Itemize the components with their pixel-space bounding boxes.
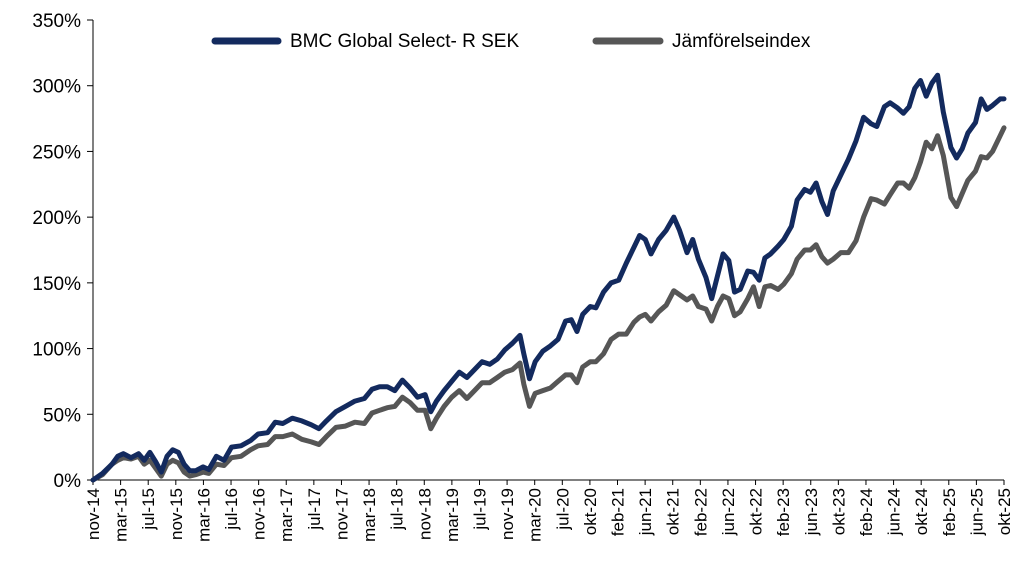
x-tick-label: feb-21 — [609, 488, 628, 536]
x-tick-label: okt-20 — [581, 488, 600, 535]
legend: BMC Global Select- R SEK Jämförelseindex — [211, 31, 811, 52]
x-tick-label: mar-18 — [360, 488, 379, 542]
y-tick-label: 200% — [32, 208, 81, 229]
y-tick-label: 50% — [43, 405, 81, 426]
x-tick-label: jun-23 — [802, 488, 821, 536]
y-tick-label: 150% — [32, 274, 81, 295]
x-tick-label: mar-20 — [526, 488, 545, 542]
x-tick-label: nov-18 — [415, 488, 434, 540]
x-axis: nov-14 mar-15 jul-15 nov-15 mar-16 jul-16 nov-… — [84, 479, 1014, 542]
x-tick-label: mar-16 — [194, 488, 213, 542]
series-line-index — [90, 125, 1007, 483]
y-tick-label: 0% — [54, 471, 82, 492]
x-tick-label: jul-17 — [305, 488, 324, 531]
x-tick-label: okt-21 — [664, 488, 683, 535]
x-tick-label: jun-21 — [636, 488, 655, 536]
y-tick-label: 250% — [32, 142, 81, 163]
x-tick-label: okt-23 — [829, 488, 848, 535]
x-tick-label: okt-24 — [912, 488, 931, 535]
x-tick-label: jun-24 — [885, 488, 904, 536]
x-tick-label: jul-19 — [470, 488, 489, 531]
x-tick-label: jul-16 — [222, 488, 241, 531]
x-tick-label: nov-16 — [250, 488, 269, 540]
x-tick-label: nov-14 — [84, 488, 103, 540]
x-tick-label: jun-25 — [967, 488, 986, 536]
x-tick-label: nov-19 — [498, 488, 517, 540]
x-tick-label: jul-20 — [553, 488, 572, 531]
x-tick-label: feb-22 — [691, 488, 710, 536]
y-tick-label: 350% — [32, 11, 81, 32]
x-tick-label: mar-17 — [277, 488, 296, 542]
x-tick-label: jul-18 — [388, 488, 407, 531]
plot-area — [90, 72, 1007, 483]
x-tick-label: okt-22 — [747, 488, 766, 535]
series-line-bmc — [90, 72, 1007, 483]
x-tick-label: jul-15 — [139, 488, 158, 531]
y-axis: 0% 50% 100% 150% 200% 250% 300% 350% — [32, 11, 94, 492]
x-tick-label: jun-22 — [719, 488, 738, 536]
x-tick-label: okt-25 — [995, 488, 1014, 535]
legend-label-index: Jämförelseindex — [672, 31, 811, 52]
x-tick-label: mar-15 — [112, 488, 131, 542]
y-tick-label: 300% — [32, 77, 81, 98]
x-tick-label: nov-17 — [332, 488, 351, 540]
x-tick-label: feb-23 — [774, 488, 793, 536]
legend-label-bmc: BMC Global Select- R SEK — [290, 31, 519, 52]
x-tick-label: feb-24 — [857, 488, 876, 536]
x-tick-label: feb-25 — [940, 488, 959, 536]
x-tick-label: nov-15 — [167, 488, 186, 540]
x-tick-label: mar-19 — [443, 488, 462, 542]
y-tick-label: 100% — [32, 340, 81, 361]
